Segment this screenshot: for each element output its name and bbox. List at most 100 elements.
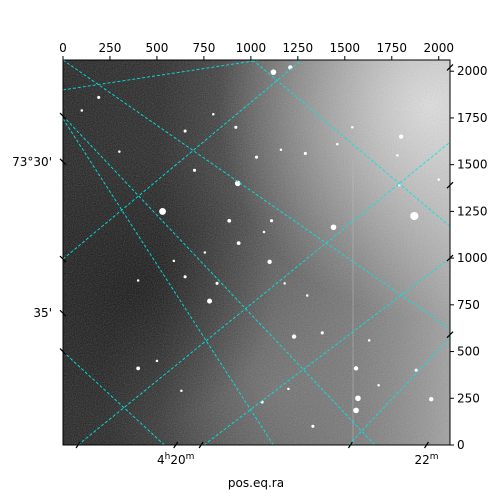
star-10 bbox=[336, 142, 339, 146]
x-tick-label-3: 750 bbox=[192, 41, 215, 55]
star-46 bbox=[118, 150, 121, 153]
x-tick-label-5: 1250 bbox=[283, 41, 314, 55]
grid-line-8 bbox=[63, 351, 165, 445]
ra-tick-mark-1 bbox=[173, 441, 179, 449]
star-44 bbox=[287, 387, 290, 391]
star-38 bbox=[353, 407, 359, 414]
star-12 bbox=[396, 154, 399, 157]
dec-tick-mark-left-2 bbox=[59, 255, 67, 263]
star-20 bbox=[269, 219, 274, 223]
ra-tick-mark-2 bbox=[198, 441, 204, 449]
dec-tick-label-1: 35' bbox=[33, 306, 52, 320]
star-37 bbox=[355, 395, 361, 402]
dec-tick-mark-right-0 bbox=[446, 64, 454, 71]
x-axis-label: pos.eq.ra bbox=[228, 476, 284, 490]
star-25 bbox=[136, 279, 140, 282]
x-pixel-axis-top: 0 250 500 750 1000 1250 1500 1750 2000 bbox=[59, 41, 454, 60]
x-tick-label-1: 250 bbox=[99, 41, 122, 55]
star-11 bbox=[351, 126, 354, 129]
ra-axis-bottom: 4h20m 22m bbox=[75, 441, 439, 467]
dec-tick-mark-right-2 bbox=[446, 254, 454, 262]
star-7 bbox=[254, 155, 259, 159]
noise-texture bbox=[63, 60, 450, 445]
y-tick-label-6: 1500 bbox=[457, 158, 488, 172]
star-33 bbox=[367, 339, 371, 342]
x-tick-label-6: 1500 bbox=[330, 41, 361, 55]
star-28 bbox=[283, 282, 286, 285]
x-tick-label-8: 2000 bbox=[423, 41, 454, 55]
dec-tick-mark-left-1 bbox=[59, 158, 67, 166]
ra-tick-label-1: 22m bbox=[414, 452, 438, 467]
star-2 bbox=[97, 95, 101, 99]
star-36 bbox=[429, 397, 434, 402]
ra-tick-label-0: 4h20m bbox=[157, 452, 194, 467]
star-9 bbox=[303, 151, 307, 156]
coordinate-grid bbox=[63, 60, 450, 445]
plot-frame bbox=[62, 59, 451, 446]
stars-layer bbox=[80, 65, 440, 428]
grid-line-9 bbox=[63, 60, 261, 91]
ra-tick-mark-3 bbox=[347, 441, 353, 449]
ra-tick-mark-0 bbox=[75, 441, 81, 449]
y-tick-label-1: 250 bbox=[457, 391, 480, 405]
star-21 bbox=[236, 241, 241, 246]
star-42 bbox=[180, 389, 183, 393]
star-13 bbox=[398, 134, 404, 139]
star-29 bbox=[305, 294, 309, 297]
star-48 bbox=[192, 168, 197, 172]
dec-axis-left: 73°30' 35' bbox=[12, 64, 454, 355]
y-pixel-axis-right: 0 250 500 750 1000 1250 1500 1750 2000 bbox=[450, 64, 488, 452]
star-0 bbox=[270, 69, 277, 75]
star-4 bbox=[234, 125, 238, 129]
x-tick-label-7: 1750 bbox=[376, 41, 407, 55]
star-3 bbox=[183, 129, 187, 133]
star-5 bbox=[212, 112, 215, 116]
star-19 bbox=[330, 224, 337, 231]
grid-line-1 bbox=[63, 115, 376, 445]
ra-tick-mark-4 bbox=[424, 441, 430, 449]
star-47 bbox=[80, 109, 84, 112]
grid-line-2 bbox=[63, 60, 302, 260]
star-17 bbox=[410, 211, 419, 221]
star-34 bbox=[353, 366, 359, 371]
grid-line-4 bbox=[203, 257, 450, 445]
star-24 bbox=[203, 251, 207, 254]
star-41 bbox=[155, 359, 159, 363]
y-tick-label-5: 1250 bbox=[457, 204, 488, 218]
star-26 bbox=[183, 275, 187, 279]
star-45 bbox=[311, 424, 315, 428]
star-30 bbox=[207, 298, 213, 304]
star-31 bbox=[291, 334, 297, 339]
image-layer bbox=[63, 60, 450, 445]
star-32 bbox=[320, 331, 324, 335]
star-6 bbox=[279, 148, 283, 151]
y-tick-label-4: 1000 bbox=[457, 251, 488, 265]
x-tick-label-2: 500 bbox=[145, 41, 168, 55]
dec-tick-mark-left-3 bbox=[59, 309, 67, 317]
y-tick-label-8: 2000 bbox=[457, 64, 488, 78]
x-tick-label-4: 1000 bbox=[236, 41, 267, 55]
star-18 bbox=[227, 218, 232, 223]
grid-line-7 bbox=[63, 60, 450, 330]
y-tick-label-2: 500 bbox=[457, 345, 480, 359]
star-39 bbox=[377, 383, 380, 387]
y-tick-label-0: 0 bbox=[457, 438, 465, 452]
dec-tick-label-0: 73°30' bbox=[12, 155, 52, 169]
dec-tick-mark-right-3 bbox=[446, 331, 454, 339]
dec-tick-mark-left-4 bbox=[59, 348, 67, 355]
star-16 bbox=[437, 178, 440, 181]
y-tick-label-3: 750 bbox=[457, 298, 480, 312]
dec-tick-mark-right-1 bbox=[446, 181, 454, 189]
star-49 bbox=[262, 230, 266, 234]
x-tick-label-0: 0 bbox=[59, 41, 67, 55]
star-27 bbox=[215, 281, 219, 285]
star-23 bbox=[172, 259, 176, 263]
star-35 bbox=[414, 368, 418, 372]
dec-tick-mark-left-0 bbox=[59, 112, 67, 120]
star-40 bbox=[136, 366, 141, 371]
y-tick-label-7: 1750 bbox=[457, 111, 488, 125]
grid-line-6 bbox=[252, 60, 450, 227]
star-8 bbox=[234, 180, 241, 187]
star-22 bbox=[267, 259, 272, 265]
